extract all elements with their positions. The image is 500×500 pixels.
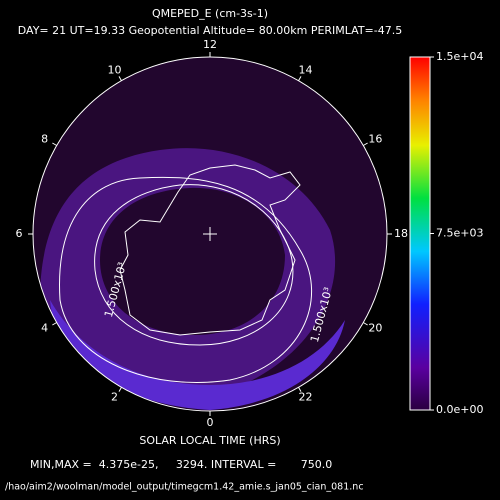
hour-tick <box>118 76 122 81</box>
hour-label: 0 <box>207 416 214 429</box>
hour-label: 12 <box>203 38 217 51</box>
stats: MIN,MAX = 4.375e-25, 3294. INTERVAL = 75… <box>30 458 332 471</box>
hour-tick <box>52 322 57 326</box>
hour-label: 6 <box>16 227 23 240</box>
file-path: /hao/aim2/woolman/model_output/timegcm1.… <box>5 482 364 493</box>
title: QMEPED_E (cm-3s-1) <box>152 7 268 20</box>
hour-tick <box>298 387 302 392</box>
hour-label: 18 <box>394 227 408 240</box>
hour-label: 4 <box>41 322 48 335</box>
hour-label: 8 <box>41 133 48 146</box>
colorbar-label: 7.5e+03 <box>436 227 483 240</box>
hour-label: 22 <box>299 391 313 404</box>
hour-label: 10 <box>108 63 122 76</box>
contour <box>59 176 313 383</box>
hour-label: 2 <box>111 391 118 404</box>
hour-tick <box>363 142 368 146</box>
bright-region <box>50 300 345 410</box>
coastline <box>119 164 301 336</box>
hour-tick <box>118 387 122 392</box>
axis-label: SOLAR LOCAL TIME (HRS) <box>139 434 280 447</box>
hour-tick <box>52 142 57 146</box>
pole-marker <box>203 227 217 241</box>
hour-tick <box>298 76 302 81</box>
colorbar <box>409 56 431 411</box>
hour-label: 14 <box>299 63 313 76</box>
hour-label: 16 <box>368 133 382 146</box>
contour <box>94 184 294 346</box>
subtitle: DAY= 21 UT=19.33 Geopotential Altitude= … <box>18 24 402 37</box>
hour-tick <box>363 322 368 326</box>
colorbar-label: 1.5e+04 <box>436 50 483 63</box>
hour-label: 20 <box>368 322 382 335</box>
colorbar-label: 0.0e+00 <box>436 403 483 416</box>
